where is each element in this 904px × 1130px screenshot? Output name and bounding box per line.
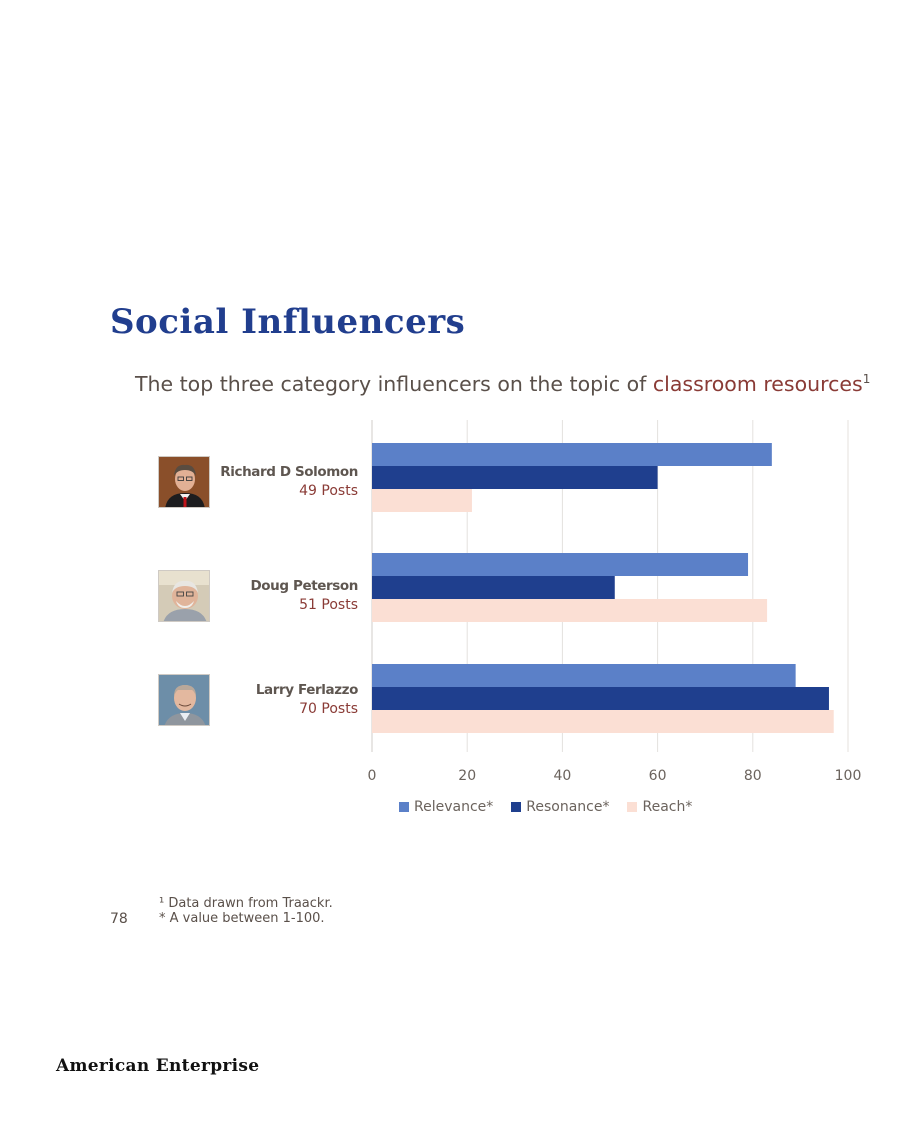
x-tick-label: 0 <box>368 768 377 784</box>
legend-label: Relevance* <box>414 799 494 815</box>
legend-item-resonance: Resonance* <box>511 799 609 815</box>
x-tick-label: 60 <box>649 768 667 784</box>
x-tick-label: 80 <box>744 768 762 784</box>
influencer-posts: 51 Posts <box>299 597 358 613</box>
bar <box>372 710 834 733</box>
influencer-posts: 70 Posts <box>299 701 358 717</box>
bar <box>372 687 829 710</box>
legend-item-relevance: Relevance* <box>399 799 493 815</box>
bar-chart: 0 20 40 60 80 100 <box>368 420 862 784</box>
bar <box>372 466 658 489</box>
avatar <box>158 570 210 622</box>
influencer-name: Richard D Solomon <box>220 464 358 480</box>
page-number: 78 <box>110 911 128 927</box>
subtitle-text: The top three category influencers on th… <box>135 372 653 396</box>
avatar <box>158 456 210 508</box>
bar <box>372 443 772 466</box>
legend-label: Resonance* <box>526 799 610 815</box>
publisher-name: American Enterprise <box>56 1056 260 1076</box>
footnote-source: ¹ Data drawn from Traackr. <box>159 896 333 911</box>
bar <box>372 489 472 512</box>
page-subtitle: The top three category influencers on th… <box>135 372 870 396</box>
influencer-name: Larry Ferlazzo <box>255 682 359 698</box>
bar <box>372 664 796 687</box>
legend-swatch <box>627 802 638 812</box>
influencer-name: Doug Peterson <box>250 578 359 594</box>
influencer-row: Richard D Solomon 49 Posts <box>158 456 358 508</box>
page-title: Social Influencers <box>110 302 466 342</box>
x-tick-label: 100 <box>835 768 862 784</box>
legend-swatch <box>511 802 522 812</box>
chart-legend: Relevance* Resonance* Reach* <box>399 799 692 815</box>
legend-label: Reach* <box>642 799 693 815</box>
footnotes: ¹ Data drawn from Traackr. * A value bet… <box>159 896 333 926</box>
footnote-scale: * A value between 1-100. <box>159 911 325 926</box>
avatar <box>158 674 210 726</box>
legend-swatch <box>399 802 409 812</box>
influencer-row: Larry Ferlazzo 70 Posts <box>158 674 358 726</box>
legend-item-reach: Reach* <box>627 799 692 815</box>
influencer-posts: 49 Posts <box>299 483 358 499</box>
bar <box>372 576 615 599</box>
subtitle-topic: classroom resources <box>652 372 863 396</box>
bar <box>372 553 749 576</box>
bar <box>372 599 768 622</box>
influencer-row: Doug Peterson 51 Posts <box>158 570 358 622</box>
x-tick-label: 20 <box>458 768 476 784</box>
x-tick-label: 40 <box>553 768 571 784</box>
subtitle-footnote-marker: 1 <box>862 372 871 387</box>
